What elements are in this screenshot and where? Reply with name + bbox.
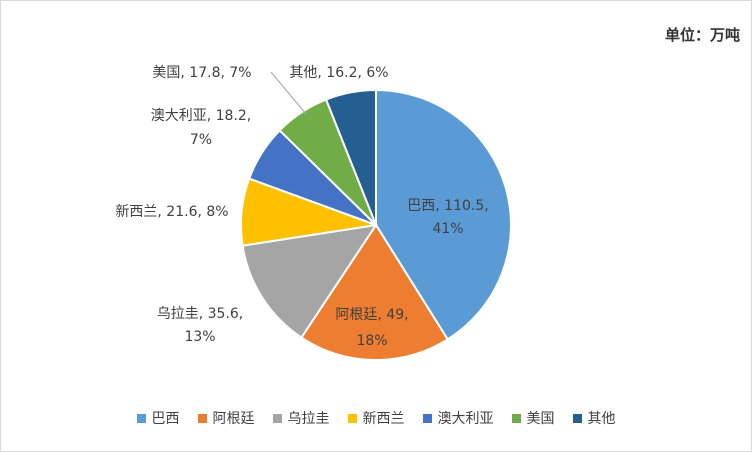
data-label-1: 阿根廷, 49, 18% — [335, 307, 408, 349]
legend-swatch — [422, 413, 432, 423]
legend-item-1: 阿根廷 — [197, 408, 255, 428]
legend-swatch — [272, 413, 282, 423]
legend-label: 新西兰 — [362, 411, 405, 427]
legend-swatch — [197, 413, 207, 423]
data-label-0: 巴西, 110.5, 41% — [407, 198, 488, 237]
leader-line-us — [270, 71, 307, 115]
data-label-4: 澳大利亚, 18.2, 7% — [151, 108, 252, 148]
legend-swatch — [136, 413, 146, 423]
data-label-5: 美国, 17.8, 7% — [152, 65, 251, 81]
pie-slice-6 — [324, 88, 377, 226]
legend-swatch — [572, 413, 582, 423]
pie-slice-1 — [300, 223, 450, 361]
data-label-2: 乌拉圭, 35.6, 13% — [157, 306, 244, 345]
legend-label: 巴西 — [151, 411, 180, 427]
legend-item-2: 乌拉圭 — [272, 408, 330, 428]
legend-item-4: 澳大利亚 — [422, 408, 494, 428]
legend: 巴西 阿根廷 乌拉圭 新西兰 澳大利亚 美国 其他 — [0, 408, 752, 428]
legend-item-0: 巴西 — [136, 408, 180, 428]
pie-slice-2 — [241, 223, 379, 339]
unit-label: 单位：万吨 — [664, 26, 740, 44]
legend-item-3: 新西兰 — [347, 408, 405, 428]
legend-label: 阿根廷 — [212, 411, 255, 427]
data-label-3: 新西兰, 21.6, 8% — [115, 204, 228, 220]
legend-swatch — [511, 413, 521, 423]
data-label-6: 其他, 16.2, 6% — [289, 65, 388, 81]
legend-item-5: 美国 — [511, 408, 555, 428]
legend-swatch — [347, 413, 357, 423]
legend-label: 其他 — [587, 411, 616, 427]
legend-label: 乌拉圭 — [287, 411, 330, 427]
legend-item-6: 其他 — [572, 408, 616, 428]
legend-label: 美国 — [526, 411, 555, 427]
legend-label: 澳大利亚 — [437, 411, 494, 427]
